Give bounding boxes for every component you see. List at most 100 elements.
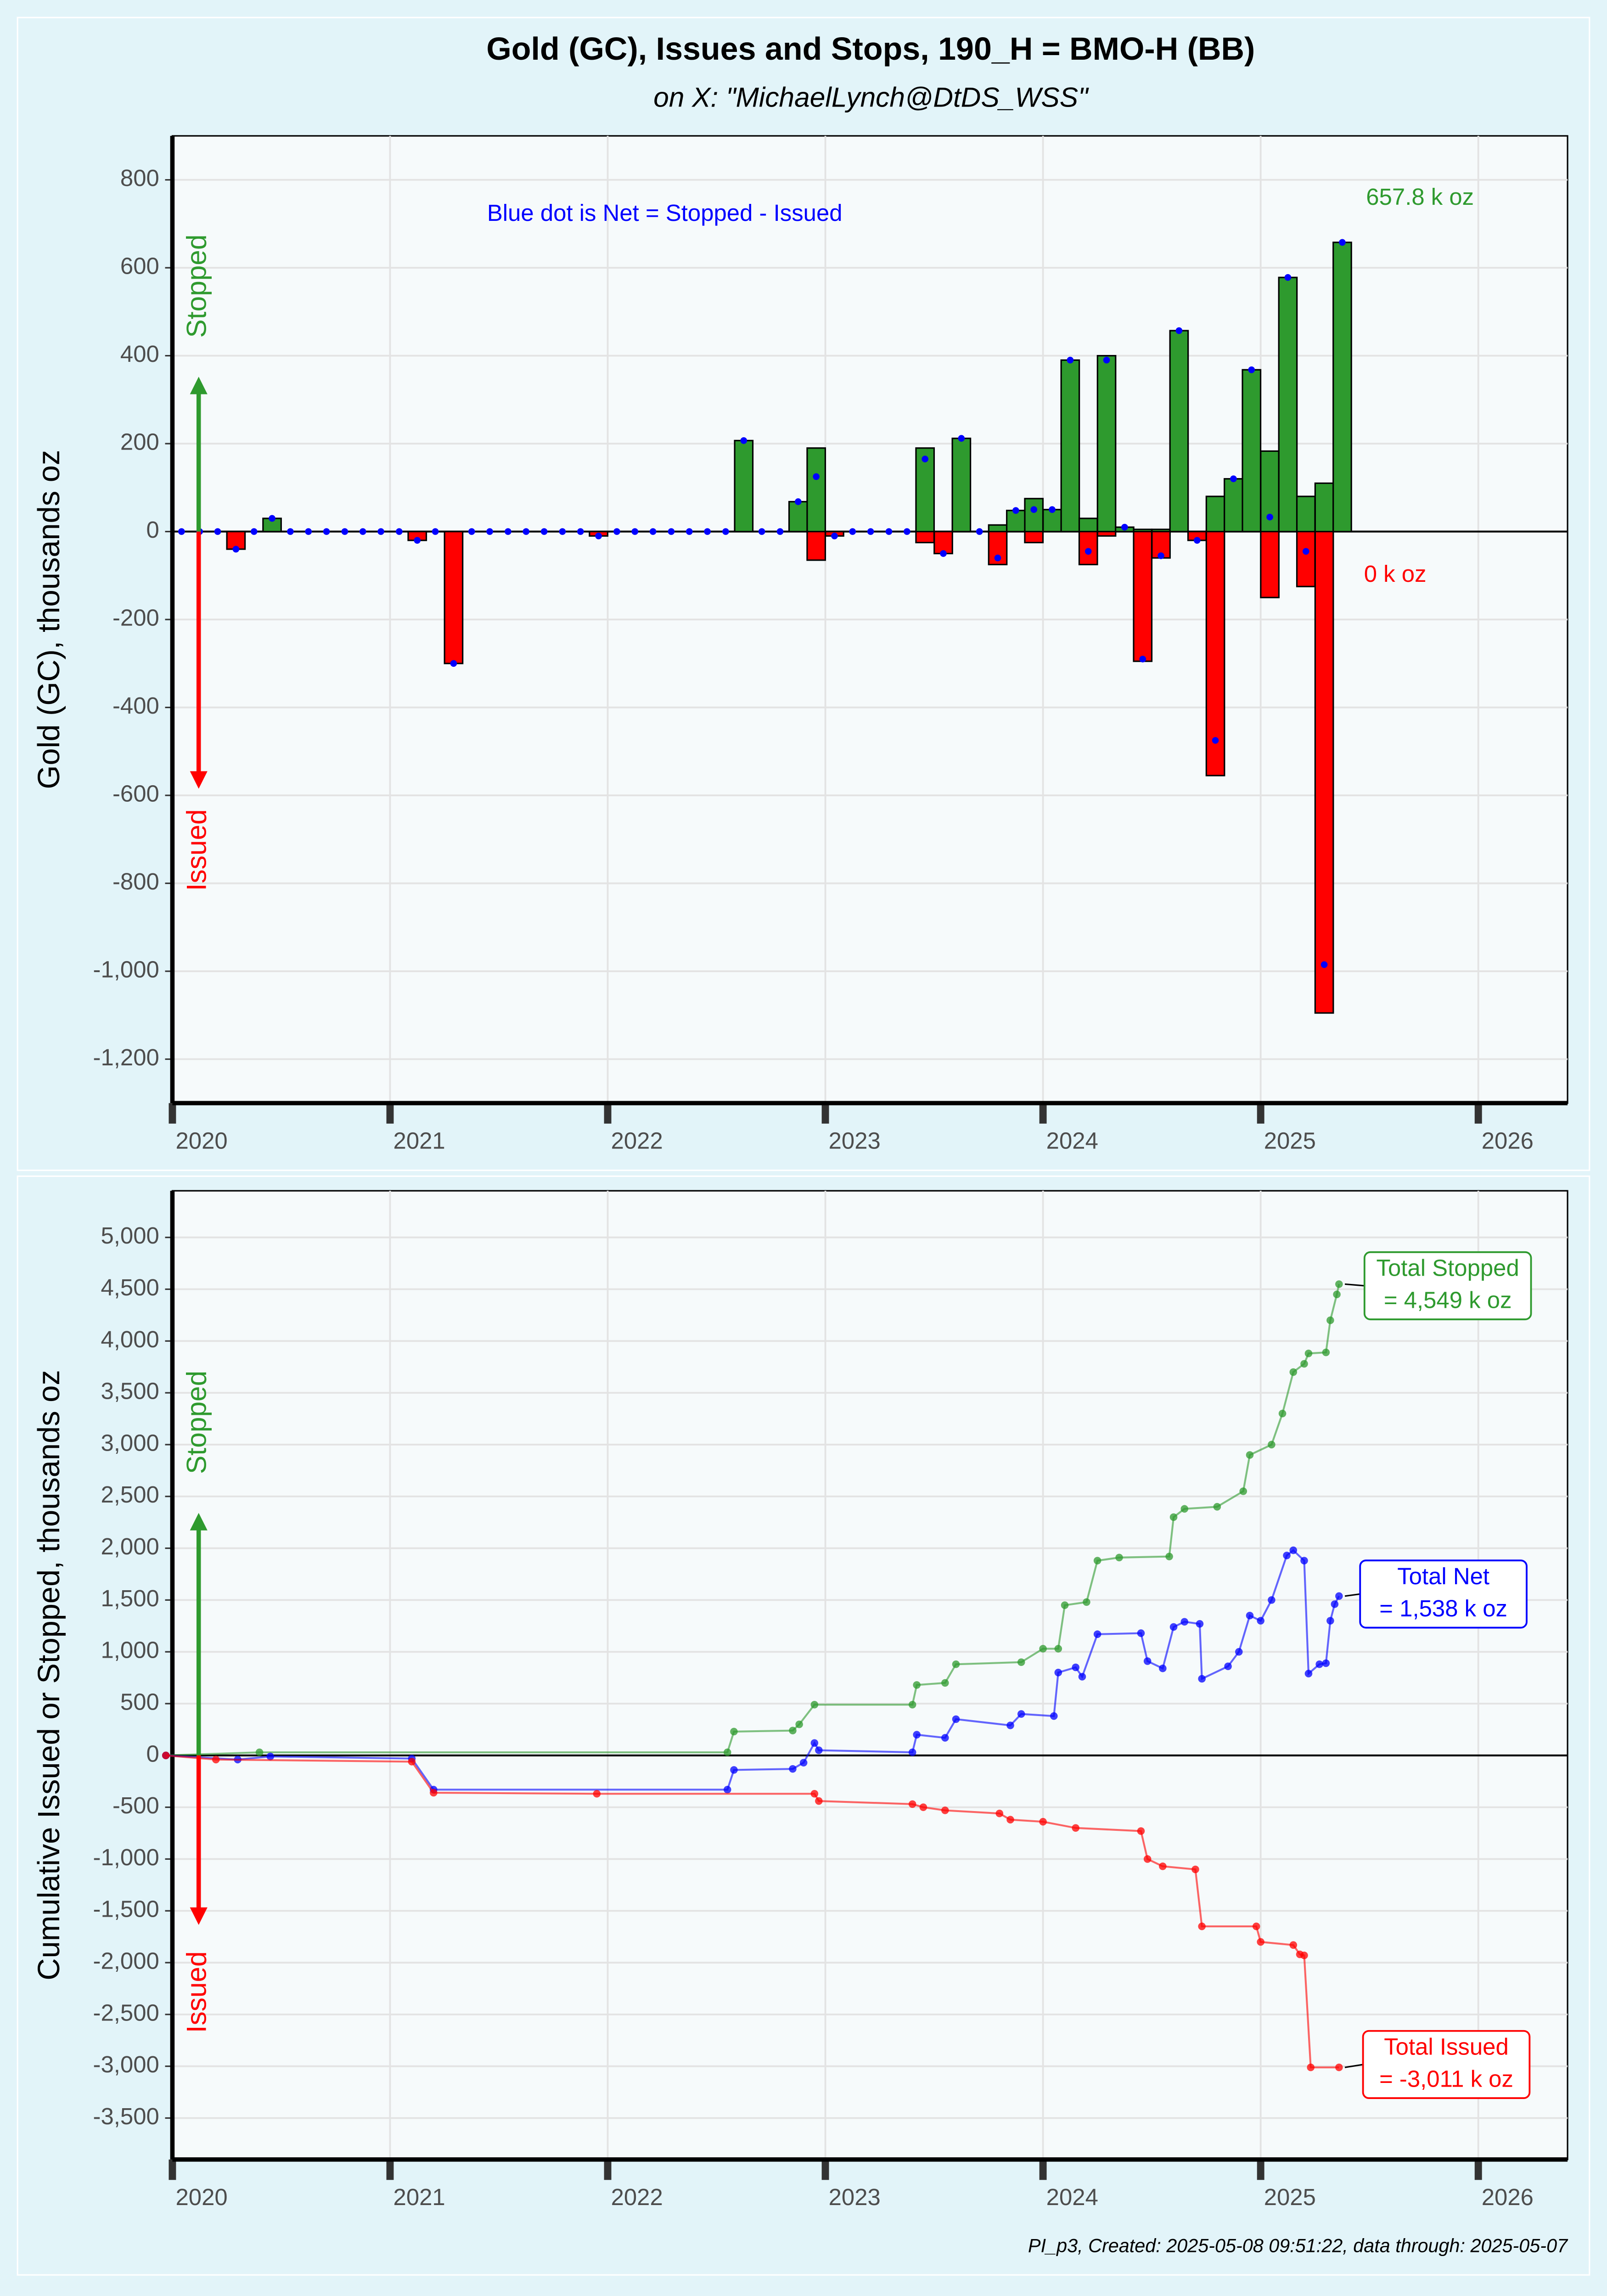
series-point (1283, 1552, 1291, 1559)
y-tick-label: -600 (112, 781, 159, 807)
series-point (1315, 1660, 1323, 1668)
net-dot (1320, 961, 1328, 968)
bar (1314, 482, 1334, 533)
series-point (1333, 1290, 1341, 1299)
y-tick-label: -3,000 (93, 2051, 159, 2077)
net-dot (631, 528, 639, 535)
y-tick-label: 3,000 (101, 1429, 159, 1456)
bar (1205, 495, 1225, 533)
series-point (1278, 1409, 1287, 1418)
net-dot (904, 528, 910, 535)
bar (788, 501, 808, 533)
net-dot (1139, 655, 1146, 663)
series-point (1257, 1938, 1264, 1946)
series-point (723, 1785, 731, 1794)
series-point (1083, 1598, 1090, 1606)
bar (1006, 510, 1026, 533)
total-value: = -3,011 k oz (1379, 2065, 1513, 2092)
series-point (1246, 1611, 1254, 1620)
series-point (1289, 1546, 1298, 1554)
plot-area (171, 1190, 1568, 2161)
bar (1078, 531, 1098, 566)
series-point (1213, 1503, 1221, 1511)
series-point (913, 1681, 921, 1689)
y-tick-label: -3,500 (93, 2103, 159, 2129)
net-dot (432, 528, 439, 535)
bar (806, 447, 826, 533)
net-dot (1157, 552, 1164, 559)
bar (1314, 531, 1334, 1014)
y-tick-label: -1,000 (93, 1844, 159, 1870)
series-point (1300, 1951, 1308, 1959)
net-dot (468, 528, 475, 535)
footer: PI_p3, Created: 2025-05-08 09:51:22, dat… (1028, 2235, 1568, 2257)
series-point (1039, 1645, 1047, 1653)
bar (1296, 495, 1316, 533)
series-point (1169, 1513, 1178, 1521)
net-dot (722, 528, 729, 535)
annotation: 657.8 k oz (1366, 184, 1474, 210)
y-tick-label: -1,000 (93, 956, 159, 982)
annotation: 0 k oz (1364, 561, 1427, 587)
series-point (1224, 1662, 1232, 1671)
net-dot (976, 528, 983, 535)
bar (734, 439, 754, 533)
series-point (1246, 1451, 1254, 1459)
total-label: Total Issued (1384, 2033, 1509, 2060)
net-dot (831, 532, 838, 540)
series-point (212, 1756, 220, 1764)
y-tick-label: 4,500 (101, 1274, 159, 1300)
x-tick-label: 2024 (1046, 1128, 1098, 1154)
chart-subtitle: on X: "MichaelLynch@DtDS_WSS" (653, 81, 1089, 113)
net-dot (341, 528, 348, 535)
bar (1296, 531, 1316, 587)
net-dot (921, 456, 929, 462)
series-point (1304, 1670, 1313, 1677)
x-tick-label: 2023 (829, 1128, 881, 1154)
total-label: Total Net (1397, 1563, 1489, 1589)
series-point (810, 1739, 819, 1747)
series-point (1137, 1827, 1145, 1835)
bar (1024, 531, 1044, 544)
series-point (1239, 1487, 1247, 1495)
net-dot (1212, 737, 1219, 744)
net-dot (686, 528, 693, 535)
net-dot (287, 528, 294, 535)
series-point (1257, 1617, 1264, 1625)
net-dot (269, 515, 275, 522)
net-dot (885, 528, 893, 535)
net-dot (178, 528, 185, 535)
series-point (1039, 1818, 1047, 1826)
series-point (952, 1715, 960, 1723)
net-dot (1175, 327, 1183, 334)
y-tick-label: 1,500 (101, 1585, 159, 1611)
net-dot (740, 437, 747, 444)
y-tick-label: -2,500 (93, 1999, 159, 2026)
x-tick-label: 2021 (393, 1128, 445, 1154)
net-dot (849, 528, 856, 535)
net-dot (795, 498, 802, 505)
series-point (1006, 1816, 1014, 1823)
bar (1278, 276, 1298, 533)
net-dot (958, 435, 965, 442)
series-point (1180, 1618, 1189, 1626)
series-point (430, 1789, 438, 1797)
net-dot (1067, 356, 1074, 364)
net-dot (1103, 356, 1110, 364)
series-point (1143, 1657, 1152, 1665)
net-dot (1266, 513, 1273, 521)
series-point (1289, 1368, 1298, 1376)
x-tick-label: 2024 (1046, 2184, 1098, 2210)
net-dot (1193, 537, 1201, 544)
series-point (799, 1759, 808, 1767)
net-dot (450, 660, 457, 667)
y-tick-label: 800 (120, 165, 159, 191)
series-point (1235, 1648, 1243, 1656)
y-tick-label: -2,000 (93, 1947, 159, 1974)
y-tick-label: 5,000 (101, 1222, 159, 1249)
label-connector (1344, 2064, 1363, 2068)
series-point (1191, 1865, 1199, 1874)
series-point (1054, 1645, 1062, 1653)
x-tick-label: 2020 (175, 1128, 227, 1154)
